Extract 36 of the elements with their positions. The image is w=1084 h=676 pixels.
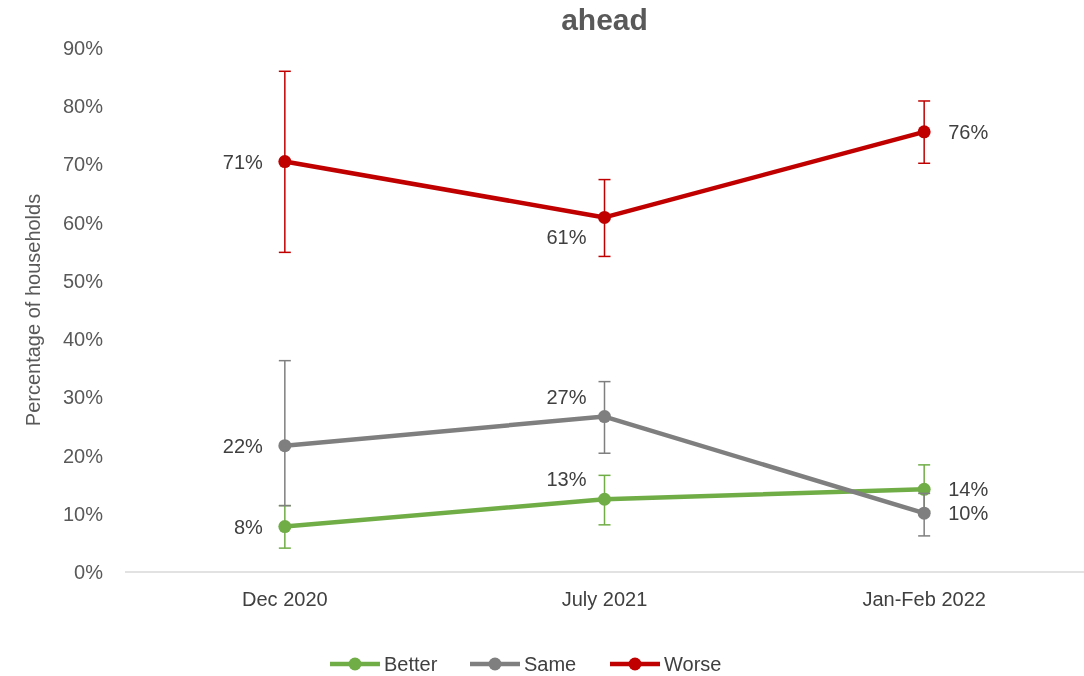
data-label: 10% (948, 502, 989, 525)
legend-label: Same (524, 653, 577, 675)
data-label: 27% (546, 385, 587, 408)
point (917, 482, 931, 496)
point (917, 506, 931, 520)
y-tick-label: 80% (62, 95, 104, 118)
y-axis-title: Percentage of households (22, 193, 44, 427)
legend-label: Worse (664, 653, 722, 675)
point (278, 520, 292, 534)
point (598, 410, 611, 424)
y-tick-label: 70% (62, 153, 104, 176)
y-tick-label: 20% (62, 444, 104, 467)
data-label: 61% (546, 226, 587, 249)
point (278, 439, 292, 453)
x-tick-label: Dec 2020 (242, 588, 328, 610)
point (598, 210, 611, 224)
y-tick-label: 30% (62, 386, 104, 409)
data-label: 8% (233, 515, 264, 538)
y-tick-label: 0% (74, 561, 104, 583)
x-tick-label: Jan-Feb 2022 (862, 588, 986, 610)
data-label: 22% (222, 434, 264, 457)
y-tick-label: 60% (62, 211, 104, 234)
data-label: 13% (546, 468, 587, 491)
legend-label: Better (384, 653, 438, 675)
data-label: 71% (222, 150, 264, 173)
x-tick-label: July 2021 (561, 588, 648, 610)
point (598, 492, 611, 506)
y-tick-label: 50% (62, 269, 104, 292)
data-label: 14% (948, 478, 989, 501)
data-label: 76% (948, 120, 989, 143)
y-tick-label: 40% (62, 328, 104, 351)
chart-title: ahead (561, 3, 648, 36)
point (278, 155, 292, 169)
point (917, 125, 931, 139)
y-tick-label: 90% (62, 37, 104, 59)
y-tick-label: 10% (62, 502, 104, 525)
